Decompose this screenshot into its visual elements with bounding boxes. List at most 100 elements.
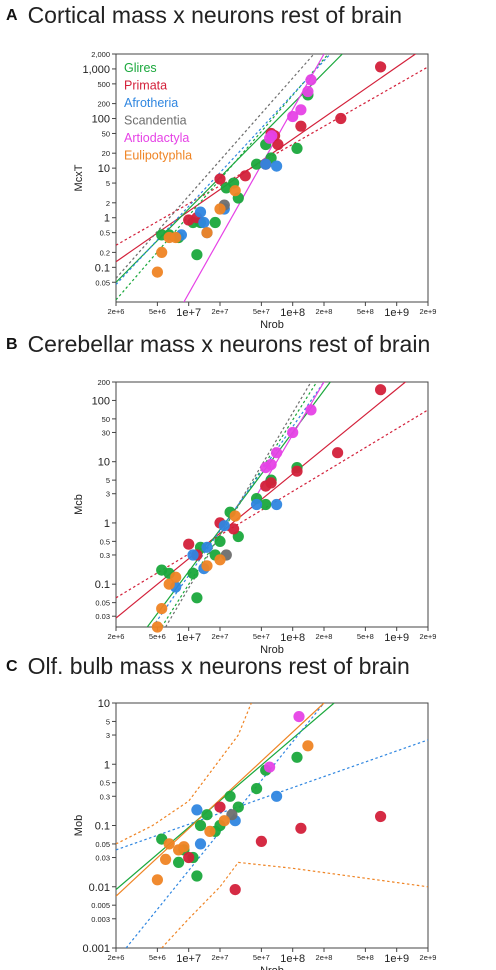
data-point <box>287 426 299 439</box>
data-point <box>173 856 185 868</box>
data-point <box>260 158 272 170</box>
x-axis-label: Nrob <box>260 644 284 656</box>
data-point <box>156 603 168 615</box>
data-point <box>194 206 207 218</box>
data-point <box>187 549 199 561</box>
fit-line <box>116 382 407 619</box>
x-tick-label: 1e+8 <box>280 307 305 319</box>
y-axis-label: Mcb <box>73 494 85 515</box>
data-point <box>209 216 221 229</box>
y-tick-label: 5 <box>106 717 110 726</box>
y-tick-label: 200 <box>97 100 110 109</box>
x-tick-label: 2e+9 <box>420 632 437 641</box>
x-tick-label: 5e+6 <box>149 632 166 641</box>
y-tick-label: 1 <box>104 518 110 530</box>
series-primata <box>183 384 387 561</box>
data-point <box>293 711 305 723</box>
data-point <box>151 874 163 886</box>
legend-item: Scandentia <box>124 114 187 128</box>
data-point <box>201 560 213 572</box>
panel-c-letter: C <box>6 657 18 675</box>
x-tick-label: 1e+9 <box>384 307 409 319</box>
series-eulipotyphla <box>151 740 314 886</box>
data-point <box>332 447 344 459</box>
legend-item: Primata <box>124 79 167 93</box>
series-artiodactyla <box>260 404 317 474</box>
y-tick-label: 0.03 <box>95 854 110 863</box>
x-tick-label: 2e+6 <box>108 307 125 316</box>
data-point <box>305 74 317 86</box>
y-tick-label: 10 <box>98 163 110 175</box>
y-tick-label: 0.003 <box>91 915 110 924</box>
data-point <box>375 810 387 823</box>
data-point <box>194 838 207 850</box>
y-tick-label: 10 <box>98 698 110 710</box>
data-point <box>272 138 284 151</box>
fit-line <box>116 703 325 897</box>
y-tick-label: 500 <box>97 80 110 89</box>
data-point <box>201 541 213 553</box>
data-point <box>226 809 238 821</box>
data-point <box>191 249 203 261</box>
data-point <box>255 835 267 847</box>
y-tick-label: 5 <box>106 476 110 485</box>
y-tick-label: 20 <box>102 149 110 158</box>
data-point <box>201 227 213 239</box>
legend-item: Eulipotyphla <box>124 149 192 163</box>
x-tick-label: 5e+7 <box>253 307 270 316</box>
x-tick-label: 5e+7 <box>253 953 270 962</box>
x-tick-label: 2e+7 <box>212 307 229 316</box>
fit-line-dashed <box>161 382 318 627</box>
panel-c-heading: C Olf. bulb mass x neurons rest of brain <box>6 653 410 680</box>
data-point <box>375 61 387 73</box>
data-point <box>260 498 272 511</box>
y-axis-label: Mob <box>73 815 85 836</box>
legend-item: Glires <box>124 61 157 75</box>
series-primata <box>183 801 387 896</box>
panel-a: A Cortical mass x neurons rest of brain 2… <box>0 0 496 331</box>
data-point <box>251 783 263 795</box>
legend-item: Artiodactyla <box>124 131 189 145</box>
data-point <box>151 621 163 633</box>
y-tick-label: 3 <box>106 490 110 499</box>
y-tick-label: 0.03 <box>95 612 110 621</box>
y-tick-label: 0.05 <box>95 278 110 287</box>
plot-frame <box>115 53 429 303</box>
data-point <box>191 870 203 882</box>
x-tick-label: 1e+7 <box>176 632 201 644</box>
data-point <box>156 246 168 258</box>
data-point <box>302 740 314 752</box>
y-tick-label: 0.3 <box>100 792 110 801</box>
data-point <box>291 142 303 154</box>
data-point <box>232 801 244 813</box>
y-tick-label: 0.5 <box>100 779 110 788</box>
data-point <box>291 465 303 477</box>
series-eulipotyphla <box>151 185 241 278</box>
y-tick-label: 5 <box>106 179 110 188</box>
data-point <box>305 404 317 416</box>
data-point <box>170 231 182 244</box>
plot-frame <box>115 702 429 949</box>
data-point <box>160 853 172 865</box>
data-point <box>214 535 226 547</box>
y-tick-label: 100 <box>92 395 110 407</box>
data-point <box>266 130 278 142</box>
x-tick-label: 5e+8 <box>357 632 374 641</box>
series-eulipotyphla <box>151 510 241 633</box>
series-afrotheria <box>175 158 283 241</box>
x-tick-label: 5e+8 <box>357 307 374 316</box>
data-point <box>271 498 283 511</box>
x-tick-label: 5e+6 <box>149 953 166 962</box>
plot-frame <box>115 381 429 628</box>
x-tick-label: 5e+8 <box>357 953 374 962</box>
legend-item: Afrotheria <box>124 96 178 110</box>
data-point <box>287 110 299 123</box>
x-tick-label: 2e+7 <box>212 953 229 962</box>
fit-line-dashed <box>116 54 331 285</box>
fit-line-dashed <box>116 703 252 845</box>
data-point <box>183 851 195 864</box>
y-tick-label: 1 <box>104 759 110 771</box>
x-tick-label: 1e+7 <box>176 953 201 965</box>
y-tick-label: 30 <box>102 428 110 437</box>
y-tick-label: 0.005 <box>91 901 110 910</box>
